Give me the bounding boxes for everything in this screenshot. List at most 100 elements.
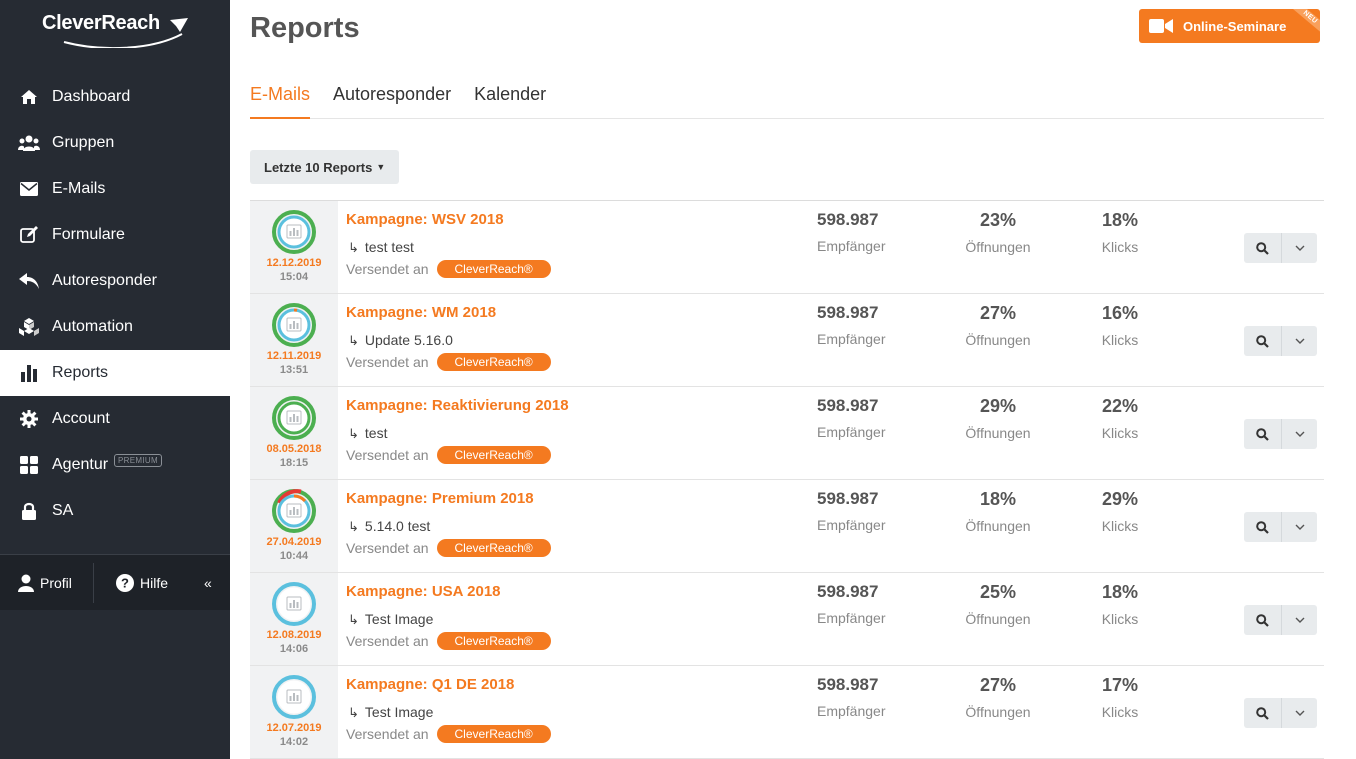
clicks-stat: 18% Klicks [1098, 210, 1142, 255]
view-report-button[interactable] [1244, 233, 1282, 263]
row-options-button[interactable] [1282, 698, 1317, 728]
row-actions [1244, 512, 1317, 542]
hilfe-label: Hilfe [140, 574, 169, 591]
campaign-title-link[interactable]: Kampagne: WSV 2018 [346, 211, 504, 228]
chevron-down-icon [1295, 617, 1304, 623]
subdirectory-arrow-icon: ↳ [348, 519, 359, 534]
view-report-button[interactable] [1244, 326, 1282, 356]
clicks-value: 29% [1101, 489, 1139, 509]
group-pill[interactable]: CleverReach® [436, 260, 551, 278]
row-options-button[interactable] [1282, 326, 1317, 356]
profil-button[interactable]: Profil [0, 562, 94, 603]
report-row[interactable]: 08.05.2018 18:15 Kampagne: Reaktivierung… [250, 387, 1324, 480]
row-options-button[interactable] [1282, 233, 1317, 263]
campaign-title-link[interactable]: Kampagne: USA 2018 [346, 583, 501, 600]
search-icon [1256, 520, 1269, 534]
recipients-stat: 598.987 Empfänger [817, 303, 885, 347]
sidebar-item-account[interactable]: Account [0, 396, 230, 442]
sidebar-item-reports[interactable]: Reports [0, 350, 230, 396]
sent-label: Versendet an [346, 447, 429, 463]
filter-label: Letzte 10 Reports [264, 159, 373, 175]
report-row[interactable]: 12.07.2019 14:02 Kampagne: Q1 DE 2018 ↳ T… [250, 666, 1324, 759]
campaign-subject: ↳ Test Image [348, 611, 433, 628]
recipients-label: Empfänger [817, 424, 886, 440]
tab-kalender[interactable]: Kalender [474, 84, 547, 104]
tab-autoresponder[interactable]: Autoresponder [333, 84, 452, 104]
report-date: 12.08.2019 [266, 629, 322, 641]
group-pill[interactable]: CleverReach® [436, 353, 551, 371]
sidebar-item-dashboard[interactable]: Dashboard [0, 74, 230, 120]
hilfe-button[interactable]: ? Hilfe [94, 555, 190, 611]
view-report-button[interactable] [1244, 605, 1282, 635]
opens-label: Öffnungen [965, 704, 1031, 720]
online-seminare-button[interactable]: Online-Seminare NEU [1139, 9, 1320, 43]
sidebar-item-agentur[interactable]: Agentur PREMIUM [0, 442, 230, 488]
clicks-label: Klicks [1101, 239, 1139, 255]
sidebar: CleverReach Dashboard Gruppen E-Mails Fo… [0, 0, 230, 759]
group-pill[interactable]: CleverReach® [436, 725, 551, 743]
sidebar-item-sa[interactable]: SA [0, 488, 230, 534]
clicks-value: 16% [1101, 303, 1139, 323]
clicks-label: Klicks [1101, 425, 1139, 441]
opens-stat: 27% Öffnungen [965, 675, 1031, 720]
search-icon [1256, 334, 1269, 348]
logo[interactable]: CleverReach [42, 12, 202, 48]
campaign-title-link[interactable]: Kampagne: WM 2018 [346, 304, 497, 321]
report-date: 27.04.2019 [266, 536, 322, 548]
sent-label: Versendet an [346, 726, 429, 742]
row-options-button[interactable] [1282, 512, 1317, 542]
search-icon [1256, 241, 1269, 255]
sent-to: Versendet an CleverReach® [346, 260, 551, 278]
search-icon [1256, 613, 1269, 627]
opens-stat: 27% Öffnungen [965, 303, 1031, 348]
recipients-label: Empfänger [817, 238, 886, 254]
campaign-title-link[interactable]: Kampagne: Premium 2018 [346, 490, 534, 507]
group-pill[interactable]: CleverReach® [436, 632, 551, 650]
bar-chart-icon [18, 363, 40, 383]
report-thumb: 12.08.2019 14:06 [250, 573, 338, 665]
collapse-sidebar-button[interactable]: « [190, 555, 230, 611]
recipients-stat: 598.987 Empfänger [817, 396, 885, 440]
video-camera-icon [1149, 19, 1173, 33]
tab-emails[interactable]: E-Mails [250, 84, 311, 119]
report-filter-dropdown[interactable]: Letzte 10 Reports ▼ [250, 150, 399, 184]
clicks-value: 22% [1101, 396, 1139, 416]
sidebar-item-autoresponder[interactable]: Autoresponder [0, 258, 230, 304]
sent-label: Versendet an [346, 540, 429, 556]
report-status-ring-icon [272, 675, 316, 719]
opens-value: 29% [979, 396, 1017, 416]
view-report-button[interactable] [1244, 512, 1282, 542]
recipients-stat: 598.987 Empfänger [817, 582, 885, 626]
group-pill[interactable]: CleverReach® [436, 539, 551, 557]
recipients-stat: 598.987 Empfänger [817, 210, 885, 254]
sidebar-item-formulare[interactable]: Formulare [0, 212, 230, 258]
row-actions [1244, 326, 1317, 356]
clicks-value: 17% [1101, 675, 1139, 695]
campaign-title-link[interactable]: Kampagne: Reaktivierung 2018 [346, 397, 569, 414]
report-row[interactable]: 27.04.2019 10:44 Kampagne: Premium 2018 … [250, 480, 1324, 573]
row-actions [1244, 605, 1317, 635]
opens-stat: 23% Öffnungen [965, 210, 1031, 255]
subdirectory-arrow-icon: ↳ [348, 426, 359, 441]
opens-label: Öffnungen [965, 611, 1031, 627]
sidebar-item-label: Gruppen [52, 134, 115, 151]
row-options-button[interactable] [1282, 419, 1317, 449]
report-row[interactable]: 12.12.2019 15:04 Kampagne: WSV 2018 ↳ tes… [250, 201, 1324, 294]
row-actions [1244, 233, 1317, 263]
help-icon: ? [116, 573, 134, 592]
report-tabs: E-Mails Autoresponder Kalender [250, 84, 1324, 119]
sidebar-item-label: Reports [52, 364, 109, 381]
report-row[interactable]: 12.11.2019 13:51 Kampagne: WM 2018 ↳ Upda… [250, 294, 1324, 387]
clicks-label: Klicks [1101, 611, 1139, 627]
campaign-title-link[interactable]: Kampagne: Q1 DE 2018 [346, 676, 515, 693]
sidebar-item-emails[interactable]: E-Mails [0, 166, 230, 212]
view-report-button[interactable] [1244, 698, 1282, 728]
sidebar-item-gruppen[interactable]: Gruppen [0, 120, 230, 166]
sent-label: Versendet an [346, 261, 429, 277]
sidebar-item-automation[interactable]: Automation [0, 304, 230, 350]
group-pill[interactable]: CleverReach® [436, 446, 551, 464]
report-row[interactable]: 12.08.2019 14:06 Kampagne: USA 2018 ↳ Tes… [250, 573, 1324, 666]
report-thumb: 12.07.2019 14:02 [250, 666, 338, 758]
row-options-button[interactable] [1282, 605, 1317, 635]
view-report-button[interactable] [1244, 419, 1282, 449]
